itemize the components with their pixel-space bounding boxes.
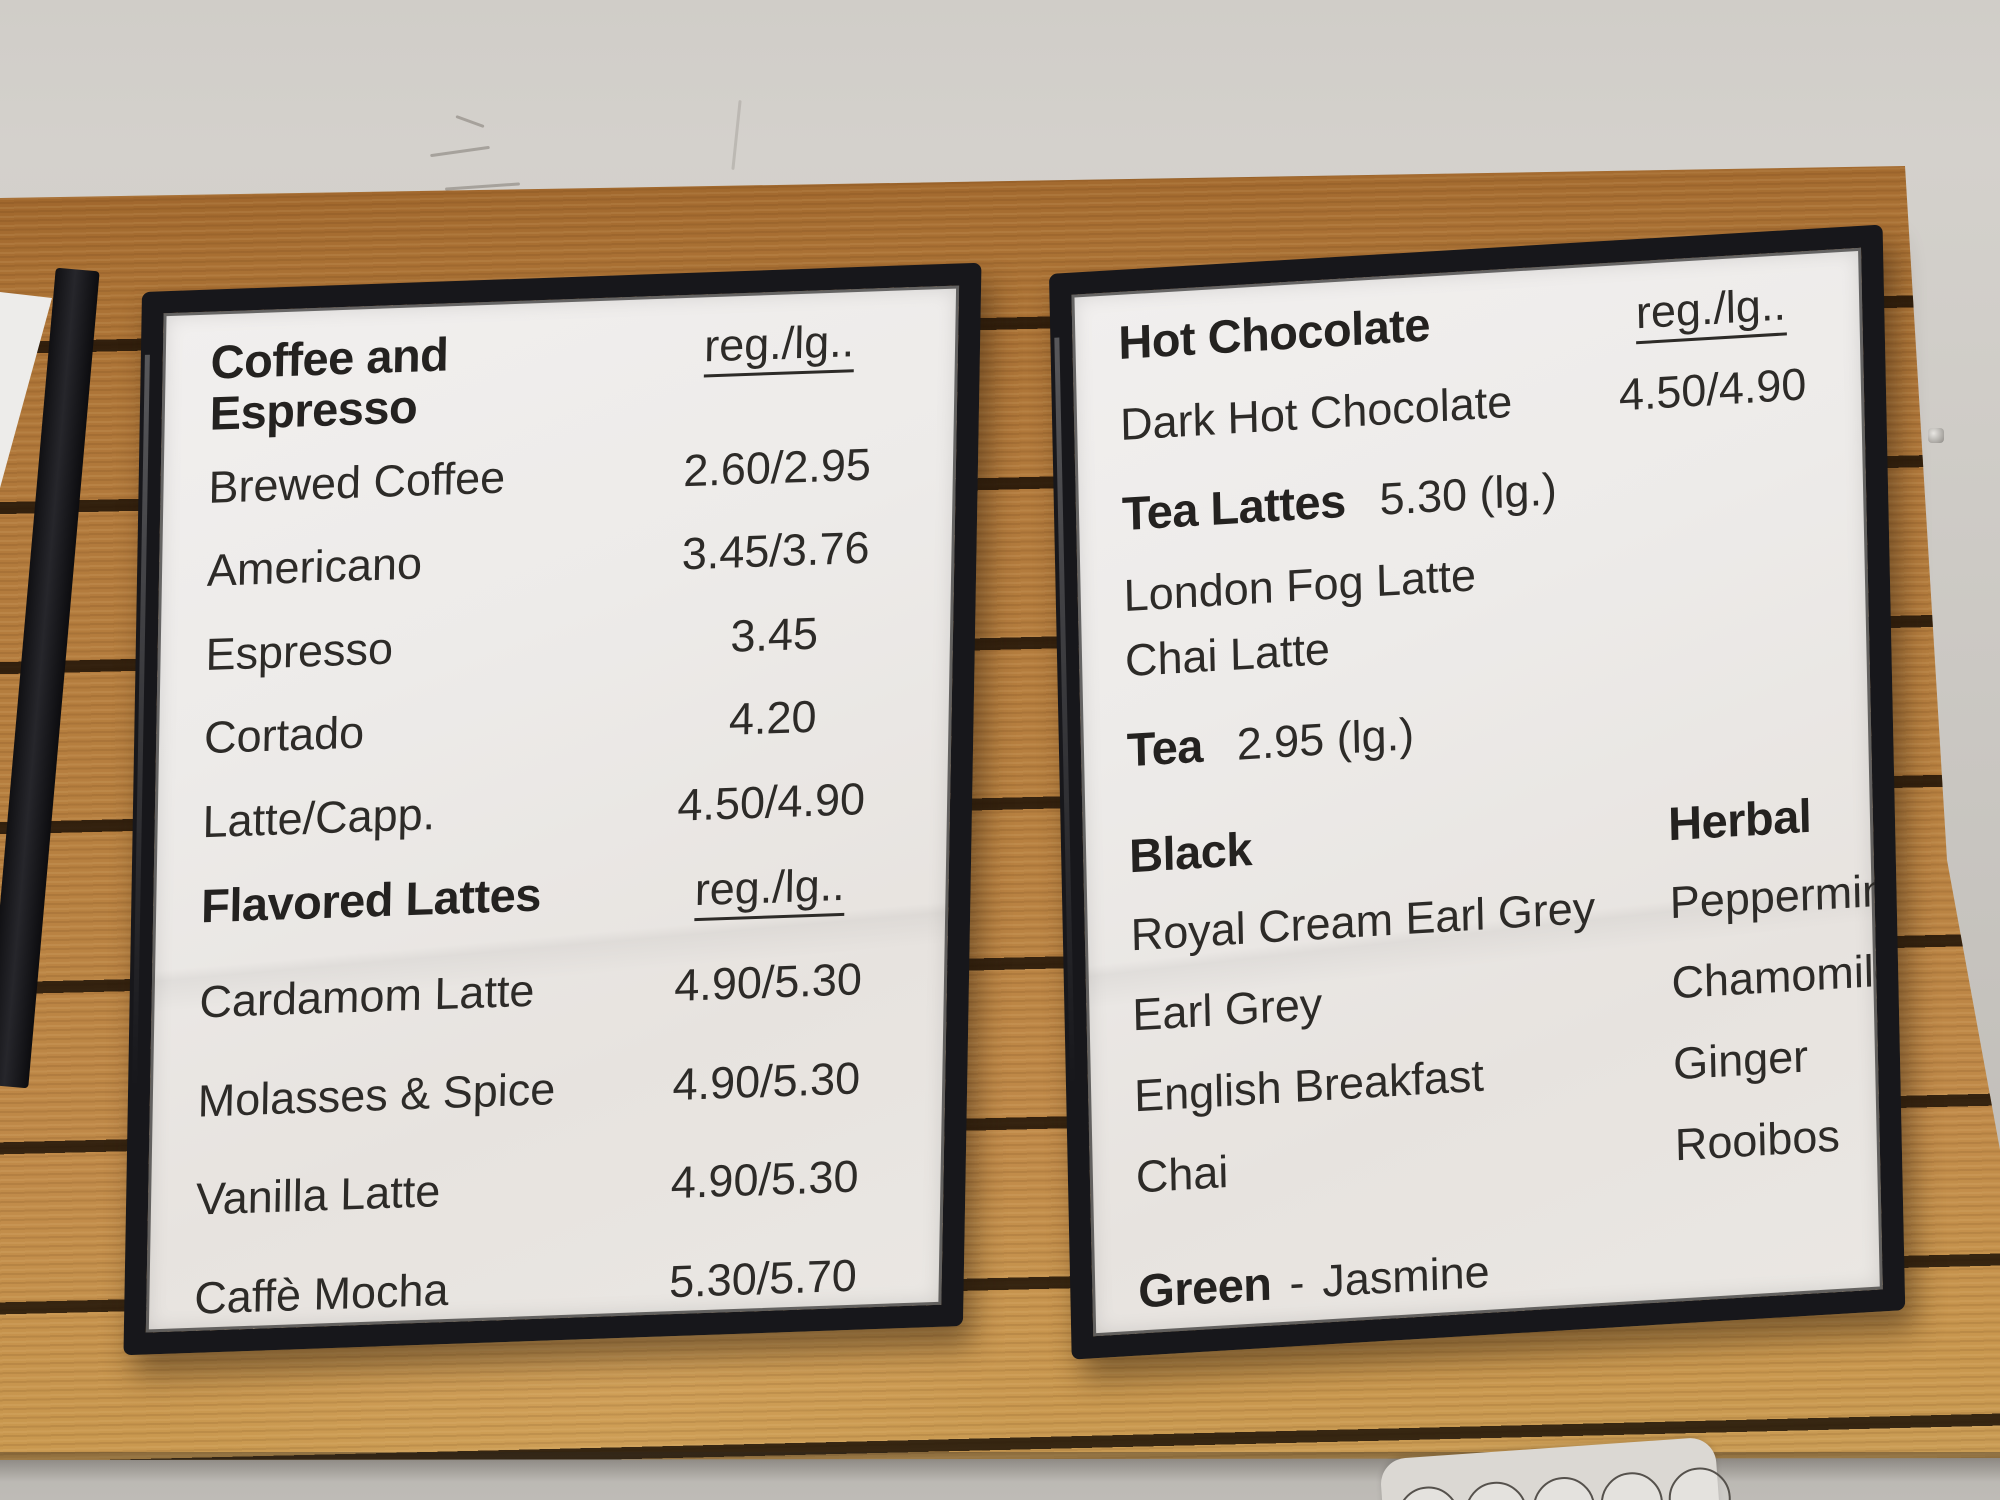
menu-item-row: Americano 3.45/3.76	[206, 521, 909, 597]
menu-item-price: 4.50/4.90	[1618, 357, 1807, 421]
menu-item-name: Caffè Mocha	[193, 1263, 449, 1324]
menu-item-price: 4.90/5.30	[673, 953, 863, 1011]
menu-item-row: Molasses & Spice 4.90/5.30	[197, 1052, 899, 1127]
herbal-tea-column: Herbal Peppermint Chamomile Ginger Rooib…	[1668, 782, 1883, 1201]
menu-item-name: Latte/Capp.	[202, 787, 436, 848]
menu-item-row: Espresso 3.45	[205, 606, 907, 679]
menu-item-name: Peppermint	[1669, 863, 1883, 929]
menu-item-price: 4.20	[728, 690, 818, 746]
menu-item-price: 3.45	[730, 607, 819, 662]
section-header-row: Hot Chocolate reg./lg..	[1118, 276, 1823, 374]
menu-item-name: English Breakfast	[1133, 1049, 1485, 1122]
menu-item-row: Dark Hot Chocolate 4.50/4.90	[1119, 357, 1825, 450]
menu-item-price: 3.45/3.76	[681, 521, 870, 580]
menu-item-name: Dark Hot Chocolate	[1119, 375, 1513, 450]
section-header-row: Flavored Lattes reg./lg..	[201, 857, 904, 938]
column-title: Herbal	[1667, 788, 1812, 851]
menu-item-price: 5.30/5.70	[668, 1249, 858, 1308]
tea-columns: Black Royal Cream Earl Grey Earl Grey En…	[1129, 786, 1883, 1234]
menu-item-name: Vanilla Latte	[195, 1165, 441, 1225]
menu-item-row: Cortado 4.20	[204, 690, 906, 763]
price-header: reg./lg..	[664, 315, 895, 379]
lid-circle	[1395, 1484, 1462, 1500]
menu-item-row: Cardamom Latte 4.90/5.30	[199, 953, 901, 1028]
menu-item-name: Americano	[206, 537, 423, 597]
column-title: Black	[1128, 821, 1253, 883]
right-menu-paper: Hot Chocolate reg./lg.. Dark Hot Chocola…	[1071, 247, 1883, 1337]
menu-item-name: Espresso	[205, 622, 394, 680]
price-header: reg./lg..	[1603, 278, 1819, 345]
metal-bracket	[1928, 428, 1944, 443]
price-header: reg./lg..	[654, 859, 885, 923]
menu-item-name: Chai	[1135, 1145, 1229, 1203]
section-title: Green	[1137, 1256, 1272, 1318]
menu-item-name: Cortado	[203, 706, 365, 764]
left-menu-board: Coffee and Espresso reg./lg.. Brewed Cof…	[123, 262, 982, 1356]
menu-item-name: Rooibos	[1674, 1109, 1841, 1171]
menu-item-name: Molasses & Spice	[197, 1062, 556, 1127]
menu-item-name: Jasmine	[1321, 1245, 1491, 1307]
menu-item-row: Brewed Coffee 2.60/2.95	[208, 438, 910, 513]
menu-item-name: Earl Grey	[1131, 978, 1323, 1041]
left-menu-frame: Coffee and Espresso reg./lg.. Brewed Cof…	[123, 262, 982, 1356]
section-title: Flavored Lattes	[200, 867, 542, 933]
wall-pencil-mark	[455, 114, 485, 129]
menu-item-price: 4.90/5.30	[672, 1052, 861, 1110]
left-menu-paper: Coffee and Espresso reg./lg.. Brewed Cof…	[145, 285, 960, 1333]
section-price: 5.30 (lg.)	[1379, 463, 1558, 525]
black-tea-column: Black Royal Cream Earl Grey Earl Grey En…	[1129, 796, 1677, 1234]
lid-circle	[1463, 1479, 1530, 1500]
section-price: 2.95 (lg.)	[1236, 708, 1415, 770]
wall-pencil-mark	[731, 100, 742, 170]
menu-item-name: Chamomile	[1671, 944, 1883, 1009]
section-title: Tea	[1126, 718, 1204, 777]
menu-item-name: Cardamom Latte	[199, 964, 535, 1028]
section-title: Coffee and Espresso	[209, 327, 449, 440]
separator: -	[1288, 1256, 1305, 1309]
menu-item-name: Brewed Coffee	[208, 450, 506, 513]
right-menu-board: Hot Chocolate reg./lg.. Dark Hot Chocola…	[1049, 224, 1906, 1360]
menu-item-row: Vanilla Latte 4.90/5.30	[195, 1150, 898, 1225]
menu-item-name: Royal Cream Earl Grey	[1130, 881, 1596, 961]
green-tea-row: Green - Jasmine	[1138, 1222, 1843, 1319]
section-header-row: Tea Lattes 5.30 (lg.)	[1121, 447, 1826, 540]
menu-item-row: Latte/Capp. 4.50/4.90	[202, 772, 904, 848]
menu-item-price: 2.60/2.95	[682, 438, 872, 496]
wall-pencil-mark	[444, 182, 521, 191]
menu-item-row: Caffè Mocha 5.30/5.70	[193, 1249, 896, 1324]
section-title: Hot Chocolate	[1117, 297, 1431, 370]
right-menu-frame: Hot Chocolate reg./lg.. Dark Hot Chocola…	[1049, 224, 1906, 1360]
section-header-row: Coffee and Espresso reg./lg..	[209, 313, 912, 439]
section-header-row: Tea 2.95 (lg.)	[1126, 684, 1831, 777]
lid-circle	[1598, 1470, 1666, 1500]
lid-circle	[1530, 1474, 1598, 1500]
menu-item-price: 4.90/5.30	[670, 1150, 859, 1209]
section-title: Tea Lattes	[1121, 473, 1347, 541]
wall-pencil-mark	[430, 145, 490, 158]
menu-item-name: Ginger	[1672, 1030, 1809, 1090]
menu-item-price: 4.50/4.90	[677, 772, 866, 831]
